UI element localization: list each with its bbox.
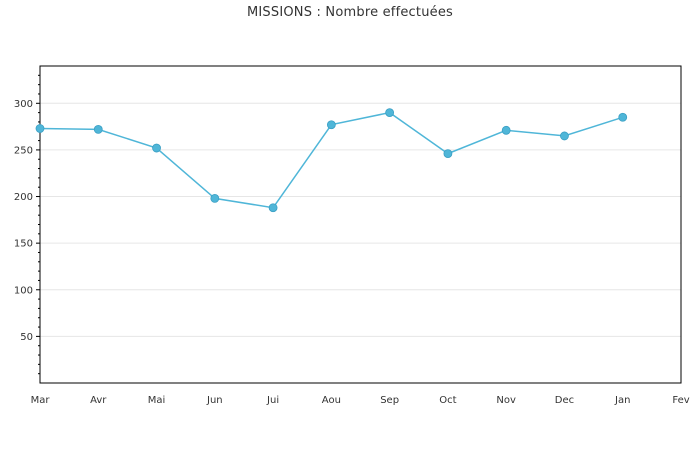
data-point [210,193,220,203]
gridlines [40,102,681,337]
y-tick-label: 100 [14,285,33,296]
x-axis-ticks: Mar Avr Mai Jun Jui Aou Sep Oct Nov Dec Jan Fev [31,395,690,406]
x-tick-label: Jui [266,395,279,406]
data-point [93,124,103,134]
data-point [443,149,453,159]
x-tick-label: Mai [148,395,166,406]
axes [39,65,682,384]
data-point [385,108,395,118]
data-point [618,112,628,122]
chart-title: MISSIONS : Nombre effectuées [246,5,454,20]
series-layer [35,108,628,213]
y-tick-label: 200 [14,192,33,203]
x-tick-label: Jan [614,395,630,406]
data-point [268,203,278,213]
x-tick-label: Aou [322,395,341,406]
y-axis-ticks: 50 100 150 200 250 300 [14,74,40,375]
y-tick-label: 150 [14,239,33,250]
data-point [560,131,569,141]
y-tick-label: 250 [14,145,33,156]
data-point [35,124,45,133]
x-tick-label: Oct [439,395,456,406]
data-point [152,143,161,153]
plot-frame [39,65,682,384]
data-point [326,120,336,130]
x-tick-label: Dec [555,395,574,406]
data-point [501,125,511,135]
x-tick-label: Fev [672,395,689,406]
x-tick-label: Avr [90,395,107,406]
x-tick-label: Nov [496,395,516,406]
x-tick-label: Mar [31,395,51,406]
x-tick-label: Sep [380,395,399,406]
y-tick-label: 300 [14,99,33,110]
y-tick-label: 50 [20,332,33,343]
x-tick-label: Jun [206,395,223,406]
